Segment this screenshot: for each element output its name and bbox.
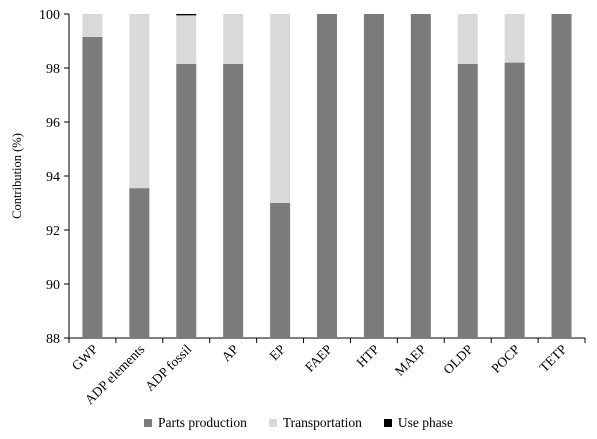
x-tick-label: GWP xyxy=(69,342,101,374)
y-tick-label: 100 xyxy=(39,8,60,23)
bar-maep-series-0 xyxy=(410,14,431,338)
y-axis-title: Contribution (%) xyxy=(10,133,24,219)
x-tick-label: TETP xyxy=(536,342,569,375)
legend-label-transportation: Transportation xyxy=(282,415,362,430)
bar-ep-series-0 xyxy=(270,203,291,338)
bar-gwp-series-0 xyxy=(82,36,103,338)
bar-ep-series-1 xyxy=(270,14,291,203)
bar-adp-elements-series-0 xyxy=(129,188,150,338)
x-tick-label: EP xyxy=(266,342,288,364)
x-tick-label: AP xyxy=(218,342,241,365)
bar-adp-fossil-series-0 xyxy=(176,63,197,338)
bar-ap-series-0 xyxy=(223,63,244,338)
legend-swatch-use-phase xyxy=(383,419,392,427)
bar-adp-fossil-series-2 xyxy=(176,14,197,16)
bar-htp-series-0 xyxy=(363,14,384,338)
x-tick-label: OLDP xyxy=(440,342,476,378)
bar-pocp-series-0 xyxy=(504,62,525,338)
bar-tetp-series-0 xyxy=(551,14,572,338)
x-tick-label: HTP xyxy=(353,342,382,371)
bar-gwp-series-1 xyxy=(82,14,103,37)
legend-item-parts-production: Parts production xyxy=(144,415,247,431)
y-tick-label: 94 xyxy=(46,170,60,185)
legend-swatch-transportation xyxy=(268,419,277,427)
y-tick-label: 92 xyxy=(46,224,60,239)
legend-item-use-phase: Use phase xyxy=(383,415,453,431)
bar-oldp-series-1 xyxy=(457,14,478,64)
legend-swatch-parts-production xyxy=(144,419,152,427)
y-tick-label: 88 xyxy=(46,332,60,347)
y-tick-label: 96 xyxy=(46,116,60,131)
x-tick-label: MAEP xyxy=(392,342,429,379)
bar-oldp-series-0 xyxy=(457,63,478,338)
bar-ap-series-1 xyxy=(223,14,244,64)
legend: Parts production Transportation Use phas… xyxy=(0,413,597,433)
bar-pocp-series-1 xyxy=(504,14,525,63)
legend-label-use-phase: Use phase xyxy=(397,415,453,430)
y-tick-label: 98 xyxy=(46,62,60,77)
y-tick-label: 90 xyxy=(46,278,60,293)
legend-label-parts-production: Parts production xyxy=(158,415,247,430)
bar-faep-series-0 xyxy=(317,14,337,338)
legend-item-transportation: Transportation xyxy=(268,415,362,431)
bar-adp-fossil-series-1 xyxy=(176,15,197,64)
x-tick-label: POCP xyxy=(488,342,522,376)
bar-adp-elements-series-1 xyxy=(129,14,150,189)
x-tick-label: FAEP xyxy=(302,342,335,375)
x-tick-label: ADP fossil xyxy=(142,341,195,394)
